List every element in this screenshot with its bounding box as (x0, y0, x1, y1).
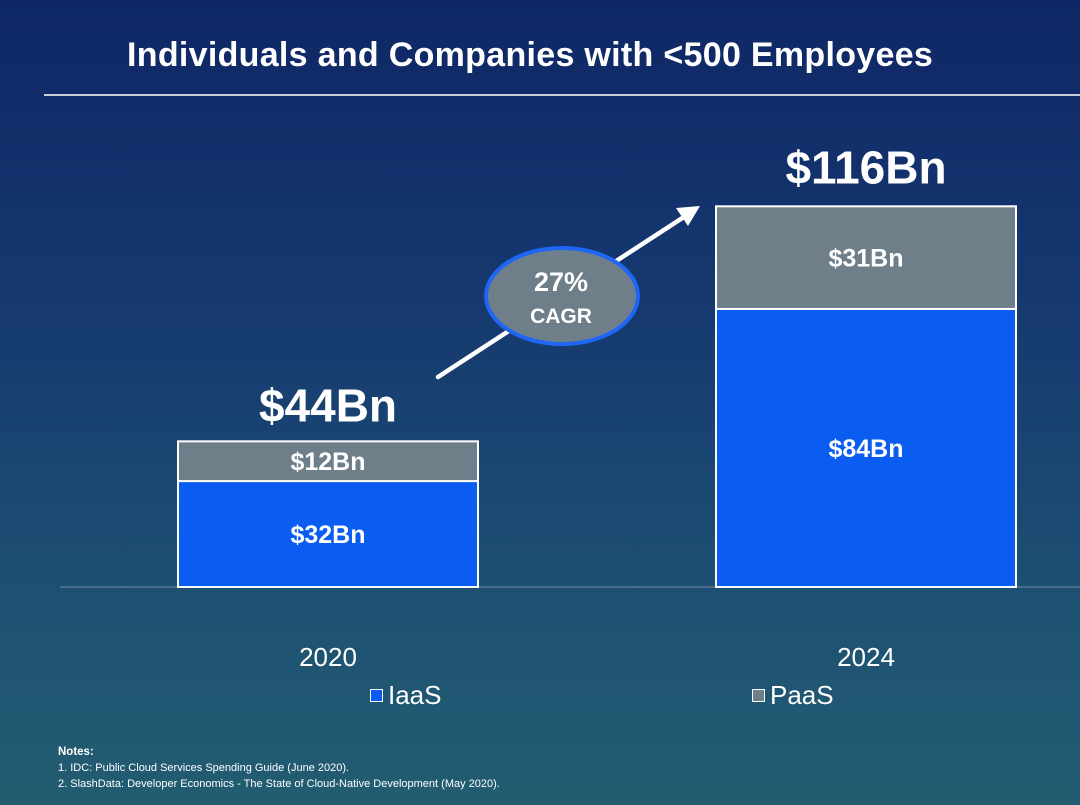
total-label-2020: $44Bn (259, 379, 397, 431)
category-label-2020: 2020 (299, 642, 357, 672)
legend-swatch-iaas (370, 689, 383, 702)
growth-arrow-head (676, 206, 700, 226)
chart-title: Individuals and Companies with <500 Empl… (127, 36, 934, 74)
cagr-bubble (484, 246, 640, 346)
total-label-2024: $116Bn (785, 141, 946, 193)
notes-title: Notes: (58, 746, 94, 758)
bar-iaas-2020 (177, 480, 479, 589)
value-label-iaas-2020: $32Bn (290, 521, 365, 549)
value-label-iaas-2024: $84Bn (828, 435, 903, 463)
title-divider (44, 94, 1080, 96)
legend-label-paas: PaaS (770, 680, 834, 710)
bar-paas-2020 (177, 440, 479, 483)
note-item: 1. IDC: Public Cloud Services Spending G… (58, 762, 350, 774)
value-label-paas-2024: $31Bn (828, 245, 903, 273)
legend-item-iaas: IaaS (370, 680, 442, 711)
bar-iaas-2024 (715, 307, 1017, 588)
legend-swatch-paas (752, 689, 765, 702)
category-label-2024: 2024 (837, 642, 895, 672)
cagr-annotation: 27% CAGR (435, 206, 700, 380)
cagr-value: 27% (534, 267, 588, 297)
cagr-label: CAGR (530, 305, 592, 328)
legend-label-iaas: IaaS (388, 680, 442, 710)
value-label-paas-2020: $12Bn (290, 448, 365, 476)
bar-paas-2024 (715, 205, 1017, 310)
notes: Notes: 1. IDC: Public Cloud Services Spe… (58, 744, 500, 792)
note-item: 2. SlashData: Developer Economics - The … (58, 778, 500, 790)
legend-item-paas: PaaS (752, 680, 834, 711)
